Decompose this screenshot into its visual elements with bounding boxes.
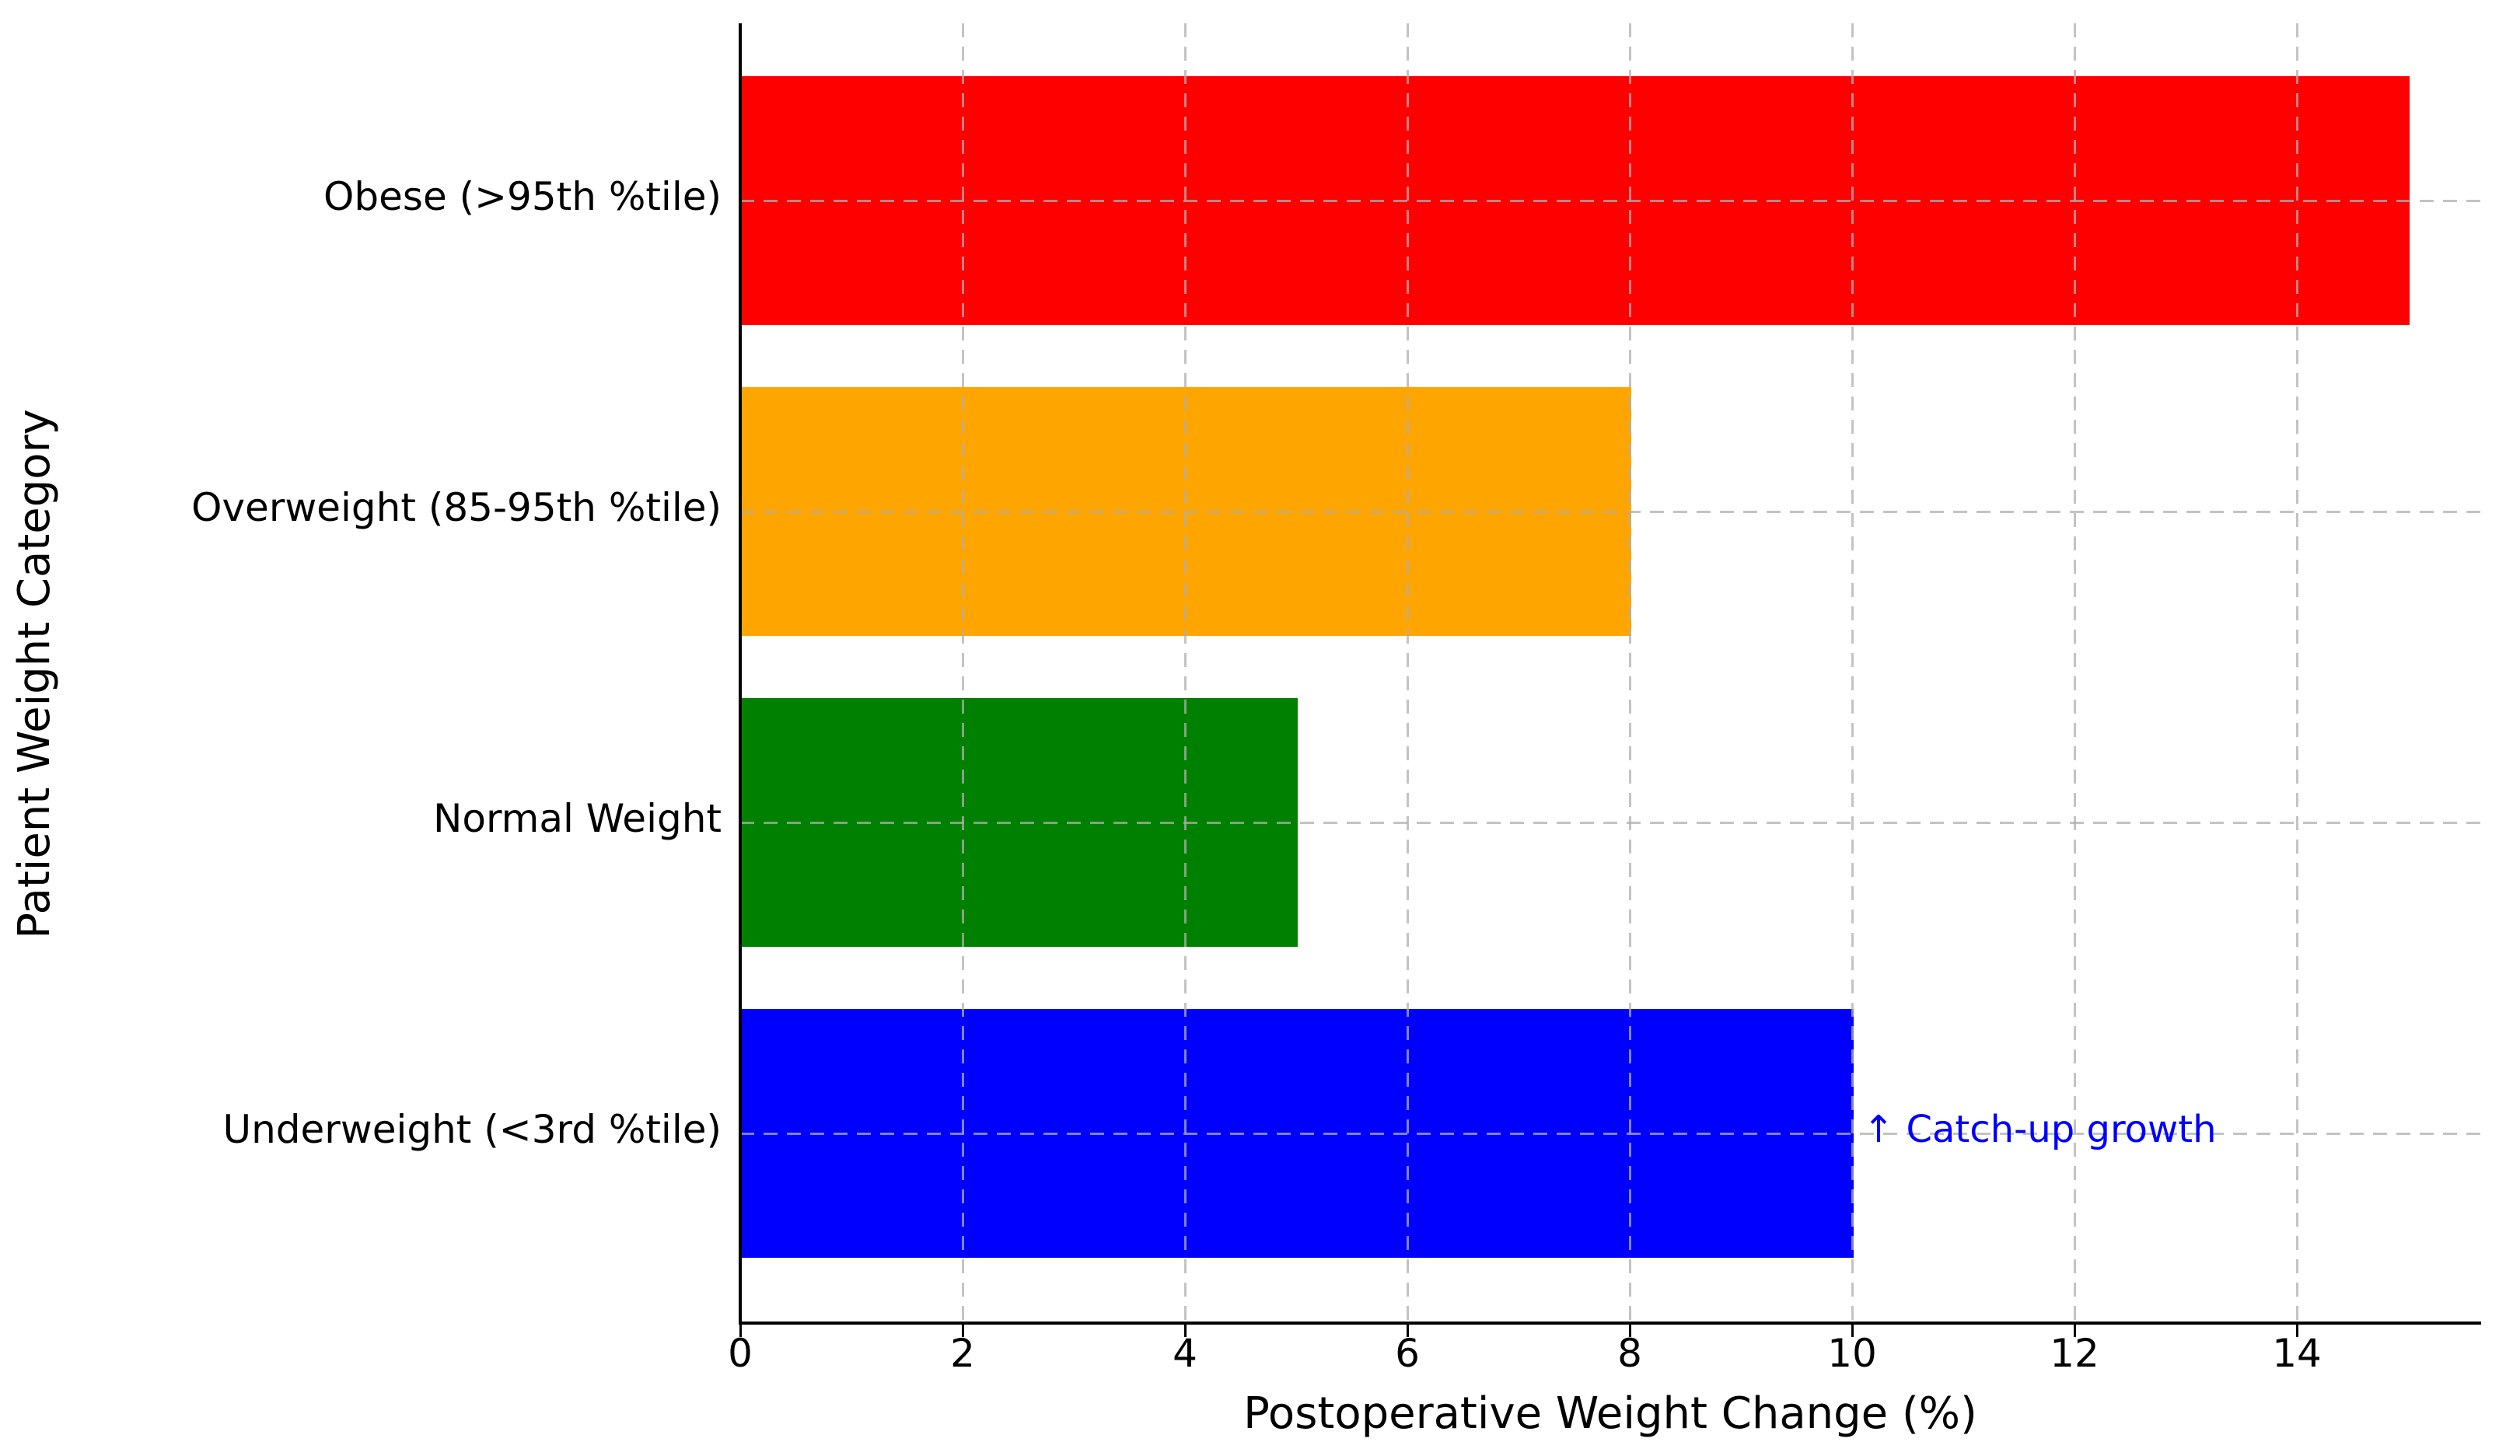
x-tick-mark	[1629, 1325, 1632, 1337]
v-gridline	[962, 23, 964, 1322]
h-gridline	[740, 1133, 2480, 1135]
y-tick-label-overweight-85-95th-tile: Overweight (85-95th %tile)	[191, 485, 722, 530]
v-gridline	[2296, 23, 2299, 1322]
x-tick-label-12: 12	[2050, 1331, 2099, 1376]
v-gridline	[1851, 23, 1854, 1322]
y-tick-label-obese-95th-tile: Obese (>95th %tile)	[323, 174, 722, 219]
h-gridline	[740, 822, 2480, 824]
x-tick-label-6: 6	[1395, 1331, 1420, 1376]
x-tick-mark	[739, 1325, 742, 1337]
x-tick-label-14: 14	[2272, 1331, 2322, 1376]
x-tick-label-0: 0	[728, 1331, 753, 1376]
x-tick-mark	[1851, 1325, 1854, 1337]
x-tick-mark	[2296, 1325, 2299, 1337]
y-tick-label-normal-weight: Normal Weight	[433, 796, 722, 841]
h-gridline	[740, 511, 2480, 513]
x-tick-mark	[1407, 1325, 1410, 1337]
x-axis-spine	[739, 1322, 2481, 1325]
x-tick-mark	[1184, 1325, 1187, 1337]
x-tick-label-4: 4	[1173, 1331, 1197, 1376]
x-axis-title: Postoperative Weight Change (%)	[1243, 1388, 1977, 1439]
y-tick-label-underweight-3rd-tile: Underweight (<3rd %tile)	[222, 1107, 722, 1152]
h-gridline	[740, 200, 2480, 202]
x-tick-mark	[2074, 1325, 2077, 1337]
v-gridline	[2074, 23, 2077, 1322]
v-gridline	[1629, 23, 1632, 1322]
v-gridline	[1184, 23, 1187, 1322]
x-tick-mark	[962, 1325, 964, 1337]
x-tick-label-10: 10	[1827, 1331, 1877, 1376]
v-gridline	[1407, 23, 1410, 1322]
x-tick-label-2: 2	[950, 1331, 975, 1376]
annotation-catch-up-growth: ↑ Catch-up growth	[1863, 1108, 2217, 1151]
x-tick-label-8: 8	[1617, 1331, 1642, 1376]
y-axis-spine	[739, 23, 742, 1325]
